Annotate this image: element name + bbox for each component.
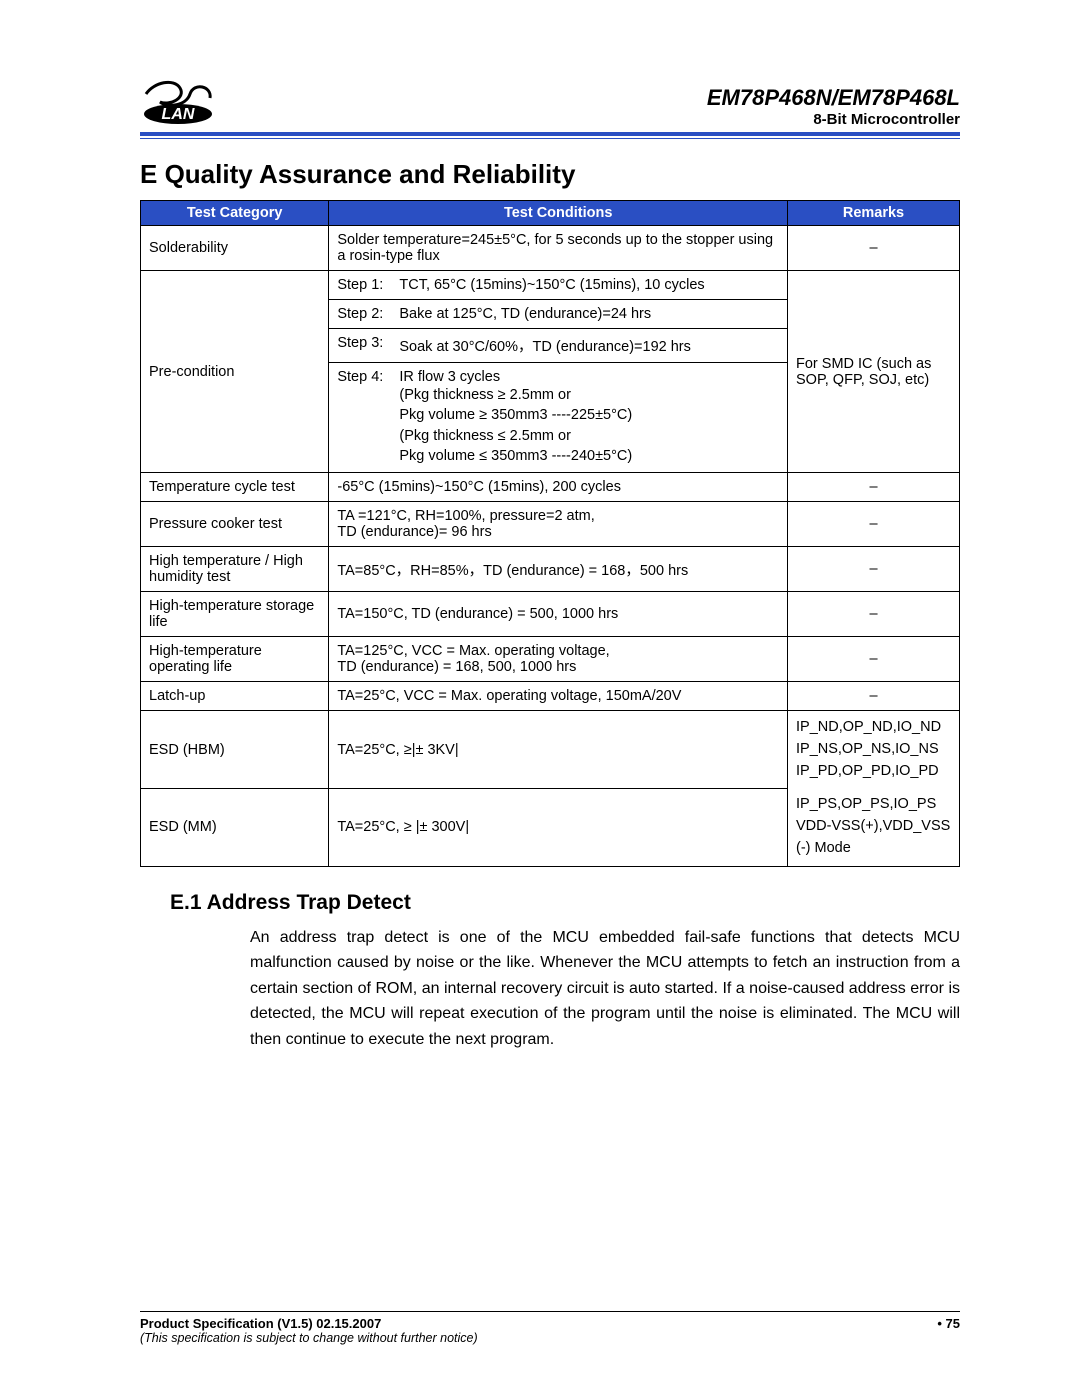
cell-category: Solderability <box>141 226 329 271</box>
row-solderability: Solderability Solder temperature=245±5°C… <box>141 226 960 271</box>
step-subline: (Pkg thickness ≥ 2.5mm or <box>337 385 779 405</box>
qa-table: Test Category Test Conditions Remarks So… <box>140 200 960 867</box>
cell-remarks: – <box>788 226 960 271</box>
cell-remarks: – <box>788 473 960 502</box>
header-titles: EM78P468N/EM78P468L 8-Bit Microcontrolle… <box>707 85 960 128</box>
subsection-paragraph: An address trap detect is one of the MCU… <box>250 925 960 1053</box>
cell-conditions: Step 1: TCT, 65°C (15mins)~150°C (15mins… <box>329 271 788 300</box>
cell-conditions: TA=150°C, TD (endurance) = 500, 1000 hrs <box>329 592 788 637</box>
footer-left: Product Specification (V1.5) 02.15.2007 <box>140 1316 381 1331</box>
header-rule-thick <box>140 132 960 136</box>
remarks-line: SOP, QFP, SOJ, etc) <box>796 372 929 388</box>
cell-category: ESD (MM) <box>141 788 329 866</box>
row-htol: High-temperature operating life TA=125°C… <box>141 637 960 682</box>
col-header-conditions: Test Conditions <box>329 201 788 226</box>
cell-conditions: TA =121°C, RH=100%, pressure=2 atm, TD (… <box>329 502 788 547</box>
step-label: Step 1: <box>337 277 399 293</box>
svg-text:LAN: LAN <box>162 106 195 123</box>
step-text: IR flow 3 cycles <box>399 369 779 385</box>
remarks-line: IP_PS,OP_PS,IO_PS <box>796 796 936 812</box>
cell-conditions: TA=125°C, VCC = Max. operating voltage, … <box>329 637 788 682</box>
step-label: Step 3: <box>337 335 399 356</box>
step-label: Step 4: <box>337 369 399 385</box>
step-label: Step 2: <box>337 306 399 322</box>
footer-rule <box>140 1311 960 1312</box>
row-esd-hbm: ESD (HBM) TA=25°C, ≥|± 3KV| IP_ND,OP_ND,… <box>141 711 960 789</box>
section-heading: E Quality Assurance and Reliability <box>140 159 960 190</box>
cell-conditions: -65°C (15mins)~150°C (15mins), 200 cycle… <box>329 473 788 502</box>
step-text: Soak at 30°C/60%，TD (endurance)=192 hrs <box>399 335 779 356</box>
cell-remarks: IP_PS,OP_PS,IO_PS VDD-VSS(+),VDD_VSS (-)… <box>788 788 960 866</box>
row-precondition-step1: Pre-condition Step 1: TCT, 65°C (15mins)… <box>141 271 960 300</box>
cell-remarks: – <box>788 502 960 547</box>
footer-right: • 75 <box>937 1316 960 1331</box>
row-latchup: Latch-up TA=25°C, VCC = Max. operating v… <box>141 682 960 711</box>
cell-conditions: Step 3: Soak at 30°C/60%，TD (endurance)=… <box>329 329 788 363</box>
cell-category: Pre-condition <box>141 271 329 473</box>
cell-category: Temperature cycle test <box>141 473 329 502</box>
cond-line: TA=125°C, VCC = Max. operating voltage, <box>337 643 609 659</box>
cell-category: Pressure cooker test <box>141 502 329 547</box>
cell-category: High temperature / High humidity test <box>141 547 329 592</box>
cond-line: TD (endurance)= 96 hrs <box>337 524 491 540</box>
row-pct: Pressure cooker test TA =121°C, RH=100%,… <box>141 502 960 547</box>
cell-category: High-temperature storage life <box>141 592 329 637</box>
cell-conditions: TA=25°C, VCC = Max. operating voltage, 1… <box>329 682 788 711</box>
cell-conditions: TA=25°C, ≥ |± 300V| <box>329 788 788 866</box>
row-tct: Temperature cycle test -65°C (15mins)~15… <box>141 473 960 502</box>
cell-conditions: TA=25°C, ≥|± 3KV| <box>329 711 788 789</box>
cell-conditions: TA=85°C，RH=85%，TD (endurance) = 168，500 … <box>329 547 788 592</box>
table-header-row: Test Category Test Conditions Remarks <box>141 201 960 226</box>
cond-line: TD (endurance) = 168, 500, 1000 hrs <box>337 659 576 675</box>
remarks-line: (-) Mode <box>796 840 851 856</box>
cell-remarks: – <box>788 637 960 682</box>
step-subline: (Pkg thickness ≤ 2.5mm or <box>337 426 779 446</box>
step-text: TCT, 65°C (15mins)~150°C (15mins), 10 cy… <box>399 277 779 293</box>
step-text: Bake at 125°C, TD (endurance)=24 hrs <box>399 306 779 322</box>
product-title: EM78P468N/EM78P468L <box>707 85 960 111</box>
remarks-line: IP_NS,OP_NS,IO_NS <box>796 741 939 757</box>
cell-conditions: Solder temperature=245±5°C, for 5 second… <box>329 226 788 271</box>
cond-line: TA =121°C, RH=100%, pressure=2 atm, <box>337 508 594 524</box>
cell-remarks: For SMD IC (such as SOP, QFP, SOJ, etc) <box>788 271 960 473</box>
footer-line: Product Specification (V1.5) 02.15.2007 … <box>140 1316 960 1331</box>
footer: Product Specification (V1.5) 02.15.2007 … <box>140 1311 960 1345</box>
cell-conditions: Step 2: Bake at 125°C, TD (endurance)=24… <box>329 300 788 329</box>
cell-conditions: Step 4: IR flow 3 cycles (Pkg thickness … <box>329 363 788 473</box>
step-subline: Pkg volume ≥ 350mm3 ----225±5°C) <box>337 405 779 425</box>
cell-category: ESD (HBM) <box>141 711 329 789</box>
remarks-line: For SMD IC (such as <box>796 356 931 372</box>
row-hthh: High temperature / High humidity test TA… <box>141 547 960 592</box>
cell-category: Latch-up <box>141 682 329 711</box>
subsection-heading: E.1 Address Trap Detect <box>170 891 960 915</box>
cell-remarks: – <box>788 592 960 637</box>
remarks-line: IP_ND,OP_ND,IO_ND <box>796 719 941 735</box>
elan-logo: LAN <box>140 80 215 128</box>
remarks-line: IP_PD,OP_PD,IO_PD <box>796 763 939 779</box>
cell-remarks: – <box>788 682 960 711</box>
footer-note: (This specification is subject to change… <box>140 1331 960 1345</box>
step-subline: Pkg volume ≤ 350mm3 ----240±5°C) <box>337 446 779 466</box>
cell-remarks: IP_ND,OP_ND,IO_ND IP_NS,OP_NS,IO_NS IP_P… <box>788 711 960 789</box>
remarks-line: VDD-VSS(+),VDD_VSS <box>796 818 950 834</box>
cell-remarks: – <box>788 547 960 592</box>
header: LAN EM78P468N/EM78P468L 8-Bit Microcontr… <box>140 80 960 128</box>
page: LAN EM78P468N/EM78P468L 8-Bit Microcontr… <box>0 0 1080 1397</box>
row-htsl: High-temperature storage life TA=150°C, … <box>141 592 960 637</box>
col-header-remarks: Remarks <box>788 201 960 226</box>
cell-category: High-temperature operating life <box>141 637 329 682</box>
row-esd-mm: ESD (MM) TA=25°C, ≥ |± 300V| IP_PS,OP_PS… <box>141 788 960 866</box>
product-subtitle: 8-Bit Microcontroller <box>707 111 960 128</box>
col-header-category: Test Category <box>141 201 329 226</box>
header-rule-thin <box>140 138 960 139</box>
